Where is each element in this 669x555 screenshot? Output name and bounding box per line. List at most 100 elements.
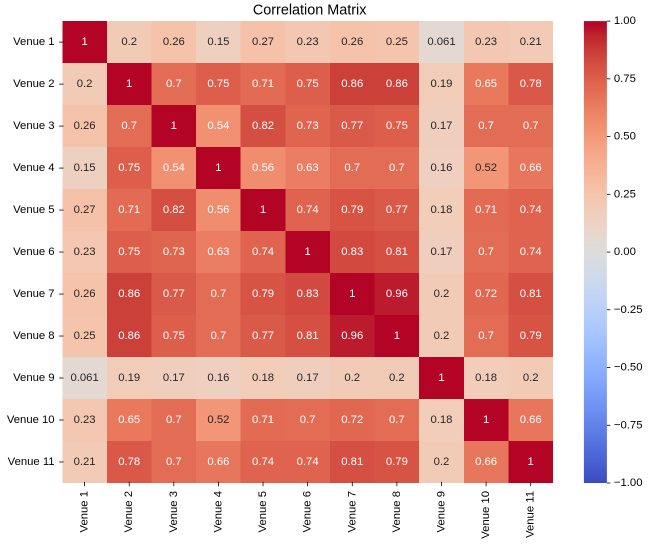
svg-text:Venue 11: Venue 11 [525, 491, 537, 538]
svg-text:0.2: 0.2 [434, 288, 450, 300]
svg-text:Venue 1: Venue 1 [79, 491, 91, 532]
svg-text:Venue 2: Venue 2 [123, 491, 135, 532]
svg-text:0.21: 0.21 [520, 36, 542, 48]
svg-text:1: 1 [438, 372, 444, 384]
svg-text:0.96: 0.96 [386, 288, 408, 300]
svg-text:1: 1 [81, 36, 87, 48]
svg-text:0.54: 0.54 [207, 120, 229, 132]
svg-text:0.061: 0.061 [70, 372, 98, 384]
svg-text:0.18: 0.18 [252, 372, 274, 384]
svg-text:0.75: 0.75 [614, 73, 636, 85]
svg-text:0.71: 0.71 [475, 204, 497, 216]
svg-text:0.23: 0.23 [74, 246, 96, 258]
svg-text:0.75: 0.75 [118, 246, 140, 258]
svg-text:−0.50: −0.50 [614, 362, 643, 374]
svg-text:0.86: 0.86 [386, 78, 408, 90]
svg-text:0.82: 0.82 [163, 204, 185, 216]
svg-text:0.65: 0.65 [118, 414, 140, 426]
svg-text:Venue 9: Venue 9 [13, 372, 54, 384]
svg-text:0.00: 0.00 [614, 246, 636, 258]
svg-text:0.7: 0.7 [478, 246, 494, 258]
svg-text:1: 1 [126, 78, 132, 90]
svg-text:0.7: 0.7 [389, 162, 405, 174]
svg-text:1.00: 1.00 [614, 15, 636, 27]
svg-text:0.27: 0.27 [252, 36, 274, 48]
svg-text:−0.75: −0.75 [614, 419, 643, 431]
svg-text:0.16: 0.16 [430, 162, 452, 174]
svg-text:0.17: 0.17 [297, 372, 319, 384]
svg-text:0.74: 0.74 [520, 204, 542, 216]
svg-text:0.77: 0.77 [341, 120, 363, 132]
svg-text:0.25: 0.25 [614, 188, 636, 200]
svg-text:0.7: 0.7 [166, 456, 182, 468]
svg-text:0.79: 0.79 [341, 204, 363, 216]
svg-text:0.77: 0.77 [386, 204, 408, 216]
svg-text:0.17: 0.17 [430, 246, 452, 258]
svg-text:0.16: 0.16 [207, 372, 229, 384]
svg-text:0.17: 0.17 [163, 372, 185, 384]
svg-text:0.66: 0.66 [520, 414, 542, 426]
svg-text:0.73: 0.73 [163, 246, 185, 258]
svg-text:Venue 4: Venue 4 [13, 162, 54, 174]
svg-text:Venue 2: Venue 2 [13, 78, 54, 90]
svg-text:0.7: 0.7 [300, 414, 316, 426]
svg-text:Venue 4: Venue 4 [212, 491, 224, 532]
svg-text:0.75: 0.75 [386, 120, 408, 132]
svg-text:0.74: 0.74 [252, 246, 274, 258]
svg-text:0.7: 0.7 [211, 288, 227, 300]
svg-text:0.86: 0.86 [118, 330, 140, 342]
svg-text:0.83: 0.83 [297, 288, 319, 300]
svg-text:0.63: 0.63 [297, 162, 319, 174]
svg-text:0.73: 0.73 [297, 120, 319, 132]
svg-text:0.7: 0.7 [211, 330, 227, 342]
svg-text:0.19: 0.19 [118, 372, 140, 384]
svg-text:Venue 5: Venue 5 [13, 204, 54, 216]
svg-text:0.23: 0.23 [74, 414, 96, 426]
svg-text:0.17: 0.17 [430, 120, 452, 132]
svg-text:Venue 3: Venue 3 [168, 491, 180, 532]
svg-text:0.15: 0.15 [207, 36, 229, 48]
svg-text:0.26: 0.26 [74, 120, 96, 132]
svg-text:0.061: 0.061 [427, 36, 455, 48]
svg-text:0.18: 0.18 [430, 204, 452, 216]
svg-text:0.75: 0.75 [163, 330, 185, 342]
svg-text:Venue 8: Venue 8 [13, 330, 54, 342]
svg-text:1: 1 [483, 414, 489, 426]
svg-text:0.7: 0.7 [478, 120, 494, 132]
svg-text:0.77: 0.77 [163, 288, 185, 300]
svg-text:0.96: 0.96 [341, 330, 363, 342]
svg-text:0.71: 0.71 [252, 78, 274, 90]
svg-text:0.27: 0.27 [74, 204, 96, 216]
svg-text:0.79: 0.79 [520, 330, 542, 342]
svg-text:Venue 7: Venue 7 [346, 491, 358, 532]
svg-text:0.82: 0.82 [252, 120, 274, 132]
svg-text:0.25: 0.25 [386, 36, 408, 48]
svg-text:0.66: 0.66 [207, 456, 229, 468]
svg-text:0.75: 0.75 [207, 78, 229, 90]
svg-text:0.54: 0.54 [163, 162, 185, 174]
svg-text:0.21: 0.21 [74, 456, 96, 468]
svg-text:0.86: 0.86 [118, 288, 140, 300]
svg-text:0.52: 0.52 [207, 414, 229, 426]
svg-text:0.56: 0.56 [207, 204, 229, 216]
svg-text:0.2: 0.2 [434, 456, 450, 468]
svg-text:1: 1 [215, 162, 221, 174]
svg-text:0.19: 0.19 [430, 78, 452, 90]
svg-text:0.7: 0.7 [166, 78, 182, 90]
svg-text:1: 1 [528, 456, 534, 468]
svg-text:0.74: 0.74 [252, 456, 274, 468]
svg-text:−0.25: −0.25 [614, 304, 643, 316]
svg-text:Venue 3: Venue 3 [13, 120, 54, 132]
svg-text:0.2: 0.2 [434, 330, 450, 342]
svg-text:0.81: 0.81 [520, 288, 542, 300]
svg-text:0.2: 0.2 [77, 78, 93, 90]
svg-text:0.7: 0.7 [478, 330, 494, 342]
svg-text:0.18: 0.18 [430, 414, 452, 426]
svg-text:1: 1 [171, 120, 177, 132]
svg-text:0.66: 0.66 [475, 456, 497, 468]
svg-text:0.52: 0.52 [475, 162, 497, 174]
svg-text:Venue 6: Venue 6 [13, 246, 54, 258]
svg-text:0.2: 0.2 [344, 372, 360, 384]
svg-text:Venue 10: Venue 10 [7, 414, 55, 426]
svg-text:0.66: 0.66 [520, 162, 542, 174]
